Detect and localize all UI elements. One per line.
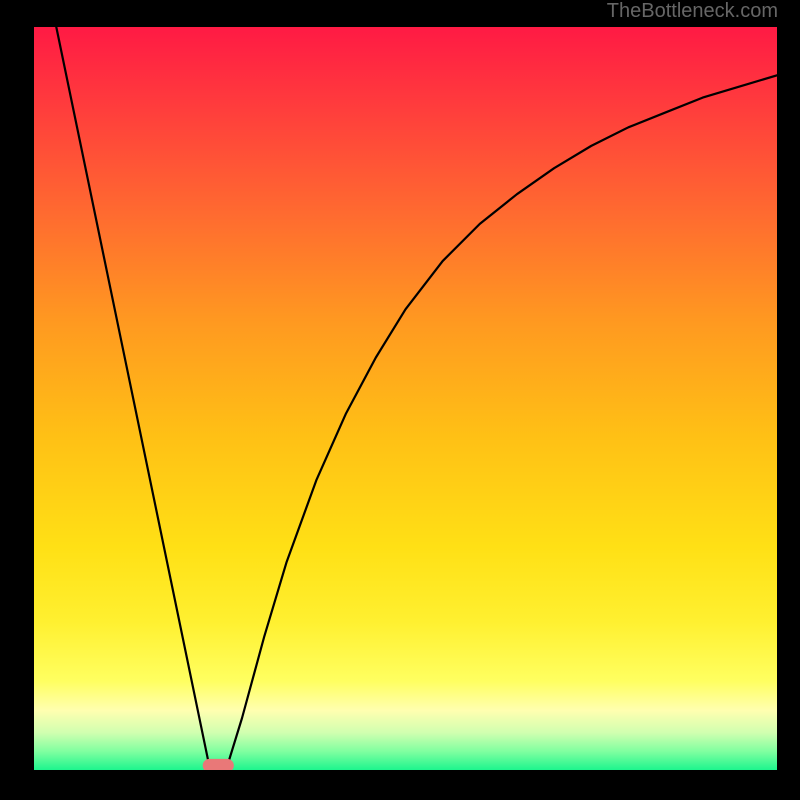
- chart-svg: [34, 27, 777, 770]
- plot-area: [34, 27, 777, 770]
- gradient-background: [34, 27, 777, 770]
- watermark-text: TheBottleneck.com: [607, 0, 778, 23]
- chart-container: TheBottleneck.com: [0, 0, 800, 800]
- minimum-marker: [203, 759, 234, 770]
